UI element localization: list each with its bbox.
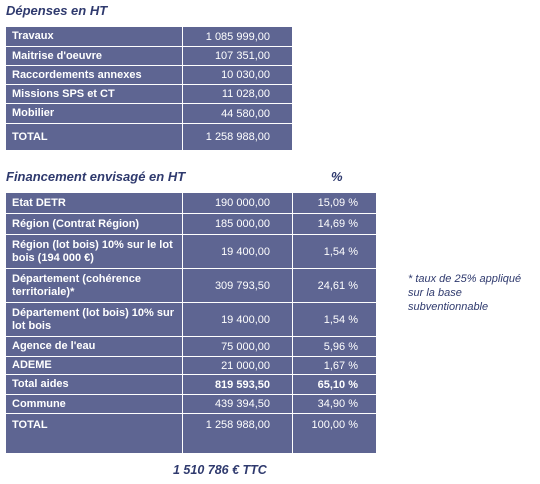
- row-percent: 65,10 %: [292, 375, 376, 395]
- financement-table: Etat DETR 190 000,00 15,09 % Région (Con…: [6, 193, 376, 453]
- table-row: Maitrise d'oeuvre 107 351,00: [6, 47, 292, 66]
- row-value: 309 793,50: [182, 269, 292, 303]
- row-value: 44 580,00: [182, 104, 292, 124]
- table-row: TOTAL 1 258 988,00 100,00 %: [6, 414, 376, 453]
- depenses-table: Travaux 1 085 999,00 Maitrise d'oeuvre 1…: [6, 27, 292, 150]
- row-percent: 14,69 %: [292, 214, 376, 235]
- row-label: Commune: [6, 395, 182, 414]
- table-row: Etat DETR 190 000,00 15,09 %: [6, 193, 376, 214]
- row-value: 75 000,00: [182, 337, 292, 357]
- row-label: Région (lot bois) 10% sur le lot bois (1…: [6, 235, 182, 269]
- table-row: TOTAL 1 258 988,00: [6, 124, 292, 150]
- row-percent: 1,67 %: [292, 357, 376, 375]
- row-value: 10 030,00: [182, 66, 292, 85]
- total-ttc: 1 510 786 € TTC: [173, 463, 267, 477]
- table-row: Région (Contrat Région) 185 000,00 14,69…: [6, 214, 376, 235]
- row-percent: 34,90 %: [292, 395, 376, 414]
- table-row: Total aides 819 593,50 65,10 %: [6, 375, 376, 395]
- row-label: Raccordements annexes: [6, 66, 182, 85]
- row-percent: 100,00 %: [292, 414, 376, 453]
- row-percent: 1,54 %: [292, 235, 376, 269]
- row-value: 439 394,50: [182, 395, 292, 414]
- row-value: 19 400,00: [182, 235, 292, 269]
- row-value: 21 000,00: [182, 357, 292, 375]
- row-label: Total aides: [6, 375, 182, 395]
- row-percent: 1,54 %: [292, 303, 376, 337]
- row-label: Département (cohérence territoriale)*: [6, 269, 182, 303]
- row-label: TOTAL: [6, 124, 182, 150]
- table-row: Raccordements annexes 10 030,00: [6, 66, 292, 85]
- row-value: 1 258 988,00: [182, 124, 292, 150]
- row-value: 107 351,00: [182, 47, 292, 66]
- percent-column-header: %: [331, 169, 343, 184]
- row-value: 19 400,00: [182, 303, 292, 337]
- depenses-title: Dépenses en HT: [6, 3, 108, 18]
- table-row: Département (lot bois) 10% sur lot bois …: [6, 303, 376, 337]
- row-value: 11 028,00: [182, 85, 292, 104]
- row-label: ADEME: [6, 357, 182, 375]
- table-row: Département (cohérence territoriale)* 30…: [6, 269, 376, 303]
- row-label: Mobilier: [6, 104, 182, 124]
- row-value: 185 000,00: [182, 214, 292, 235]
- row-percent: 24,61 %: [292, 269, 376, 303]
- table-row: Agence de l'eau 75 000,00 5,96 %: [6, 337, 376, 357]
- financement-title: Financement envisagé en HT: [6, 169, 186, 184]
- row-label: Travaux: [6, 27, 182, 47]
- row-label: Maitrise d'oeuvre: [6, 47, 182, 66]
- footnote: * taux de 25% appliqué sur la base subve…: [408, 273, 522, 313]
- row-value: 190 000,00: [182, 193, 292, 214]
- table-row: ADEME 21 000,00 1,67 %: [6, 357, 376, 375]
- row-percent: 15,09 %: [292, 193, 376, 214]
- row-value: 819 593,50: [182, 375, 292, 395]
- table-row: Travaux 1 085 999,00: [6, 27, 292, 47]
- row-label: Région (Contrat Région): [6, 214, 182, 235]
- row-label: Agence de l'eau: [6, 337, 182, 357]
- table-row: Région (lot bois) 10% sur le lot bois (1…: [6, 235, 376, 269]
- row-label: Département (lot bois) 10% sur lot bois: [6, 303, 182, 337]
- table-row: Mobilier 44 580,00: [6, 104, 292, 124]
- table-row: Commune 439 394,50 34,90 %: [6, 395, 376, 414]
- row-label: TOTAL: [6, 414, 182, 453]
- table-row: Missions SPS et CT 11 028,00: [6, 85, 292, 104]
- row-label: Etat DETR: [6, 193, 182, 214]
- row-value: 1 258 988,00: [182, 414, 292, 453]
- row-label: Missions SPS et CT: [6, 85, 182, 104]
- row-value: 1 085 999,00: [182, 27, 292, 47]
- row-percent: 5,96 %: [292, 337, 376, 357]
